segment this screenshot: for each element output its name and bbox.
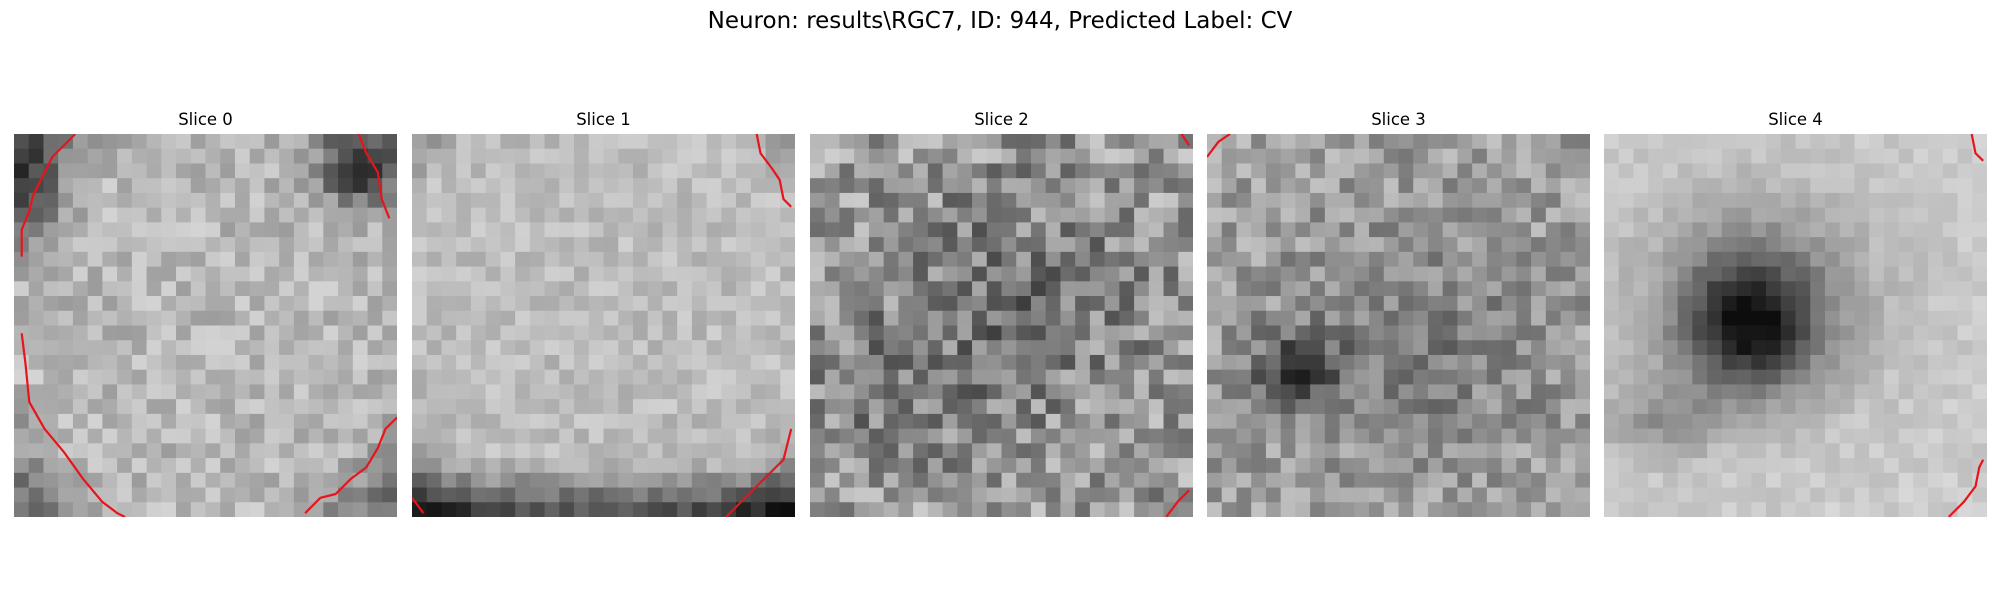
contour-line	[20, 333, 126, 517]
slice-title-1: Slice 1	[576, 110, 631, 129]
slice-image-0	[14, 134, 397, 517]
slice-image-3	[1207, 134, 1590, 517]
figure-title: Neuron: results\RGC7, ID: 944, Predicted…	[707, 8, 1293, 34]
pixel-grid	[412, 134, 795, 517]
contour-line	[412, 497, 425, 514]
contour-line	[725, 428, 793, 517]
pixel-grid	[1604, 134, 1987, 517]
contour-line	[755, 134, 792, 208]
contour-line	[304, 416, 397, 514]
slice-image-2	[810, 134, 1193, 517]
slice-title-0: Slice 0	[178, 110, 233, 129]
contour-line	[1165, 489, 1190, 517]
pixel-grid	[1207, 134, 1590, 517]
contour-line	[1207, 134, 1231, 158]
contour-line	[1180, 134, 1191, 147]
contour-line	[20, 134, 77, 257]
slice-image-1	[412, 134, 795, 517]
slice-title-3: Slice 3	[1371, 110, 1426, 129]
contour-line	[357, 134, 391, 219]
slice-title-2: Slice 2	[974, 110, 1029, 129]
slice-title-4: Slice 4	[1768, 110, 1823, 129]
slice-image-4	[1604, 134, 1987, 517]
pixel-grid	[810, 134, 1193, 517]
pixel-grid	[14, 134, 397, 517]
contour-line	[1947, 459, 1985, 517]
contour-line	[1970, 134, 1984, 162]
